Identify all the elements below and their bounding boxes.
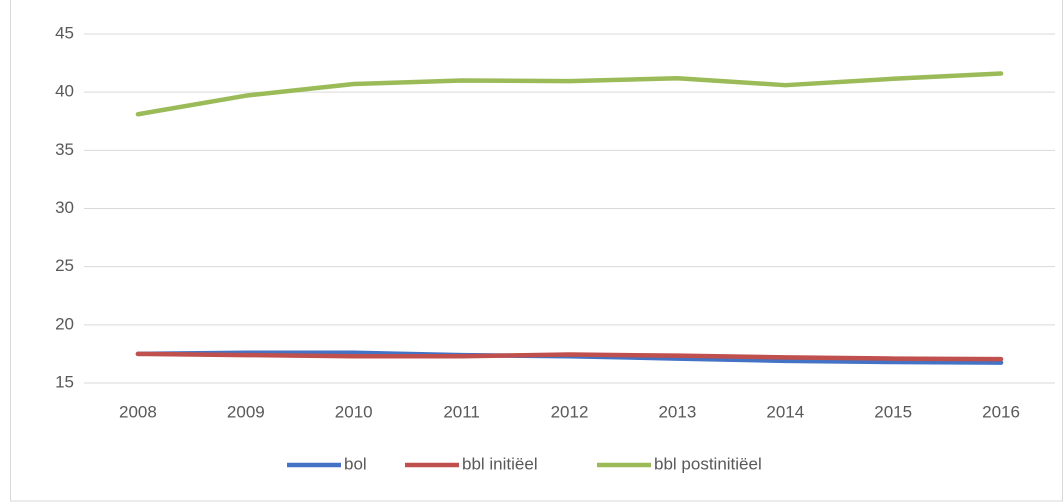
legend-label: bbl postinitiëel	[654, 454, 762, 473]
y-tick-label: 20	[55, 314, 74, 333]
series-line	[135, 351, 1004, 362]
y-tick-label: 15	[55, 372, 74, 391]
legend-label: bbl initiëel	[462, 454, 538, 473]
x-tick-label: 2012	[551, 402, 589, 421]
y-tick-label: 45	[55, 23, 74, 42]
x-tick-label: 2013	[658, 402, 696, 421]
chart-frame	[10, 0, 1063, 502]
x-tick-label: 2011	[443, 402, 480, 421]
y-tick-label: 40	[55, 82, 74, 101]
x-tick-label: 2014	[766, 402, 804, 421]
series-line	[135, 71, 1004, 117]
x-tick-label: 2010	[335, 402, 373, 421]
y-tick-label: 35	[55, 140, 74, 159]
x-tick-label: 2008	[119, 402, 157, 421]
x-tick-label: 2009	[227, 402, 265, 421]
x-tick-label: 2015	[874, 402, 912, 421]
legend-label: bol	[344, 454, 367, 473]
x-tick-label: 2016	[982, 402, 1020, 421]
y-tick-label: 25	[55, 256, 74, 275]
y-tick-label: 30	[55, 198, 74, 217]
